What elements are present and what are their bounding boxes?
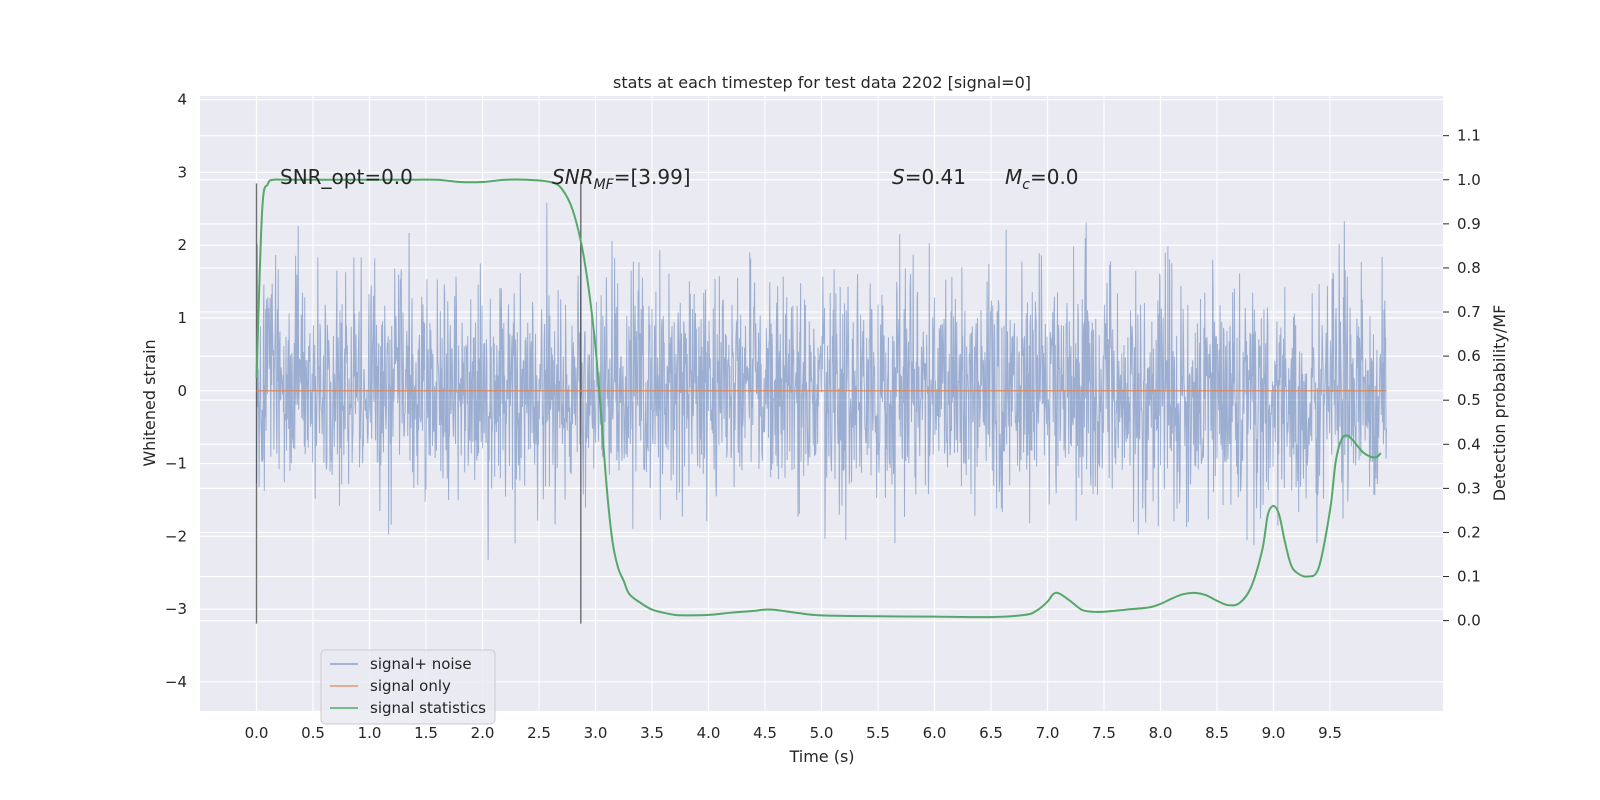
series-signal-statistics xyxy=(255,178,1382,619)
x-tick-label: 8.5 xyxy=(1205,724,1229,742)
y2-tick-label: 0.6 xyxy=(1457,347,1481,365)
annotation-snr-mf: SNRMF=[3.99] xyxy=(552,165,691,193)
x-tick-label: 9.0 xyxy=(1262,724,1286,742)
annotation-snr-mf-value: =[3.99] xyxy=(614,165,691,189)
annotation-mc-base: M xyxy=(1005,165,1022,189)
annotation-s: S=0.41 xyxy=(892,165,966,189)
y2-tick-label: 0.8 xyxy=(1457,259,1481,277)
y-axis-label: Whitened strain xyxy=(140,339,159,466)
x-tick-label: 8.0 xyxy=(1149,724,1173,742)
y-tick-label: 3 xyxy=(177,163,187,181)
y-axis-ticks: 4 3 2 1 0 −1 −2 −3 −4 xyxy=(165,91,187,691)
y2-tick-label: 1.0 xyxy=(1457,171,1481,189)
annotation-snr-mf-sub: MF xyxy=(594,177,615,193)
annotation-mc: Mc=0.0 xyxy=(1005,165,1079,193)
chart-title: stats at each timestep for test data 220… xyxy=(613,73,1031,92)
y-tick-label: −2 xyxy=(165,527,187,545)
x-tick-label: 6.5 xyxy=(979,724,1003,742)
annotation-mc-value: =0.0 xyxy=(1030,165,1079,189)
y2-axis-ticks: 1.1 1.0 0.9 0.8 0.7 0.6 0.5 0.4 0.3 0.2 0.1 0.0 xyxy=(1443,127,1481,630)
annotations: SNR_opt=0.0 SNRMF=[3.99] S=0.41 Mc=0.0 xyxy=(280,165,1079,193)
y-tick-label: 2 xyxy=(177,236,187,254)
x-tick-label: 4.0 xyxy=(697,724,721,742)
x-tick-label: 0.0 xyxy=(245,724,269,742)
x-tick-label: 4.5 xyxy=(753,724,777,742)
annotation-snr-mf-base: SNR xyxy=(552,165,594,189)
y-tick-label: −3 xyxy=(165,600,187,618)
x-tick-label: 3.5 xyxy=(640,724,664,742)
x-tick-label: 7.5 xyxy=(1092,724,1116,742)
legend: signal+ noise signal only signal statist… xyxy=(320,649,496,725)
plot-content xyxy=(255,178,1387,624)
y2-tick-label: 0.3 xyxy=(1457,479,1481,497)
x-tick-label: 1.5 xyxy=(414,724,438,742)
annotation-snr-opt: SNR_opt=0.0 xyxy=(280,165,413,189)
signal-statistics-line xyxy=(255,178,1382,619)
y2-tick-label: 0.1 xyxy=(1457,568,1481,586)
y2-tick-label: 0.5 xyxy=(1457,391,1481,409)
x-tick-label: 3.0 xyxy=(584,724,608,742)
y2-tick-label: 0.2 xyxy=(1457,523,1481,541)
y2-tick-label: 1.1 xyxy=(1457,127,1481,145)
y-tick-label: −1 xyxy=(165,455,187,473)
y-tick-label: −4 xyxy=(165,673,187,691)
y-tick-label: 4 xyxy=(177,91,187,109)
noise-trace xyxy=(256,202,1387,560)
vertical-markers xyxy=(255,183,582,624)
x-axis-ticks: 0.0 0.5 1.0 1.5 2.0 2.5 3.0 3.5 4.0 4.5 5.0 5.5 6.0 6… xyxy=(245,724,1342,742)
y-tick-label: 1 xyxy=(177,309,187,327)
annotation-s-value: =0.41 xyxy=(905,165,966,189)
x-tick-label: 2.0 xyxy=(471,724,495,742)
y-tick-label: 0 xyxy=(177,382,187,400)
x-tick-label: 1.0 xyxy=(358,724,382,742)
x-tick-label: 5.0 xyxy=(810,724,834,742)
annotation-s-label: S xyxy=(892,165,905,189)
x-tick-label: 5.5 xyxy=(866,724,890,742)
y2-axis-label: Detection probability/MF xyxy=(1490,305,1509,502)
y2-tick-label: 0.0 xyxy=(1457,612,1481,630)
x-tick-label: 2.5 xyxy=(527,724,551,742)
x-tick-label: 7.0 xyxy=(1036,724,1060,742)
x-tick-label: 0.5 xyxy=(301,724,325,742)
annotation-mc-sub: c xyxy=(1022,177,1030,193)
legend-box xyxy=(320,649,496,725)
y2-tick-label: 0.7 xyxy=(1457,303,1481,321)
x-axis-label: Time (s) xyxy=(788,747,854,766)
y2-tick-label: 0.4 xyxy=(1457,435,1481,453)
y2-tick-label: 0.9 xyxy=(1457,215,1481,233)
legend-label-signal-statistics: signal statistics xyxy=(370,699,486,717)
x-tick-label: 6.0 xyxy=(923,724,947,742)
x-tick-label: 9.5 xyxy=(1318,724,1342,742)
legend-label-signal-noise: signal+ noise xyxy=(370,655,472,673)
legend-label-signal-only: signal only xyxy=(370,677,451,695)
series-signal-noise xyxy=(256,202,1387,560)
